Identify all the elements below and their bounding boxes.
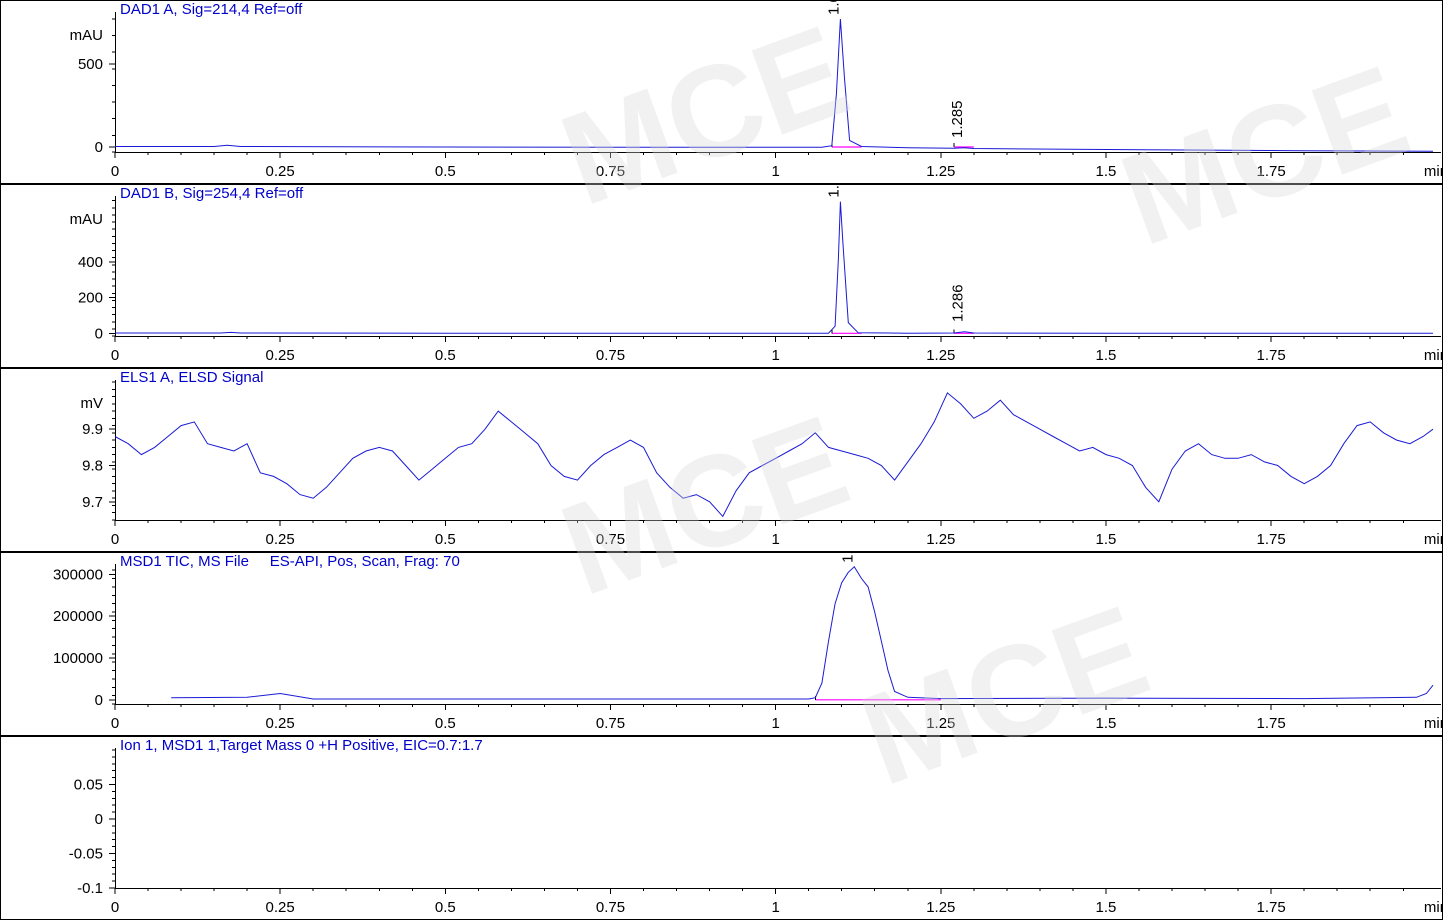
- y-tick-label: 500: [78, 56, 103, 73]
- x-axis-unit: min: [1424, 347, 1443, 364]
- x-tick-label: 0.25: [266, 899, 295, 916]
- y-tick-label: -0.1: [77, 880, 103, 897]
- x-axis-unit: min: [1424, 163, 1443, 180]
- x-tick-label: 0: [111, 899, 119, 916]
- y-tick-label: 300000: [53, 566, 103, 583]
- x-tick-label: 1: [771, 531, 779, 548]
- x-tick-label: 0.5: [435, 899, 456, 916]
- peak-label: 1.098: [825, 0, 842, 15]
- signal-trace: [115, 201, 1433, 334]
- y-tick-label: 0: [95, 139, 103, 156]
- x-tick-label: 1.5: [1096, 899, 1117, 916]
- peak-label: 1.119: [839, 552, 856, 563]
- chart-svg: 0 0.25 0.5 0.75 1 1.25 1.5 1.75 min 0 200 400 mAU DAD…: [0, 184, 1443, 368]
- y-tick-label: 0: [95, 811, 103, 828]
- panel-frame: [0, 0, 1443, 184]
- y-tick-label: 0: [95, 325, 103, 342]
- y-tick-label: 9.9: [82, 421, 103, 438]
- peak-label: 1.285: [949, 100, 966, 138]
- x-tick-label: 0: [111, 531, 119, 548]
- x-tick-label: 0.75: [596, 715, 625, 732]
- panel-title: MSD1 TIC, MS File ES-API, Pos, Scan, Fra…: [120, 553, 460, 570]
- x-tick-label: 1.5: [1096, 715, 1117, 732]
- chart-panel-1: 0 0.25 0.5 0.75 1 1.25 1.5 1.75 min 0 500 mAU DAD1 A…: [0, 0, 1443, 184]
- x-tick-label: 1.5: [1096, 163, 1117, 180]
- y-tick-label: 100000: [53, 650, 103, 667]
- x-tick-label: 1.25: [926, 347, 955, 364]
- chart-svg: 0 0.25 0.5 0.75 1 1.25 1.5 1.75 min 9.7 9.8 9.9 mV EL…: [0, 368, 1443, 552]
- x-axis-unit: min: [1424, 531, 1443, 548]
- x-tick-label: 0.5: [435, 715, 456, 732]
- x-tick-label: 0.5: [435, 531, 456, 548]
- x-tick-label: 1.75: [1257, 347, 1286, 364]
- x-axis-unit: min: [1424, 715, 1443, 732]
- x-tick-label: 1: [771, 163, 779, 180]
- x-tick-label: 1: [771, 347, 779, 364]
- chart-panel-2: 0 0.25 0.5 0.75 1 1.25 1.5 1.75 min 0 200 400 mAU DAD…: [0, 184, 1443, 368]
- panel-title: DAD1 B, Sig=254,4 Ref=off: [120, 185, 304, 202]
- chart-panel-4: 0 0.25 0.5 0.75 1 1.25 1.5 1.75 min 0 100000 200000…: [0, 552, 1443, 736]
- x-tick-label: 0.25: [266, 531, 295, 548]
- y-tick-label: 0.05: [74, 777, 103, 794]
- x-tick-label: 0.25: [266, 715, 295, 732]
- x-tick-label: 1.5: [1096, 531, 1117, 548]
- x-tick-label: 0.5: [435, 347, 456, 364]
- chart-svg: 0 0.25 0.5 0.75 1 1.25 1.5 1.75 min 0 500 mAU DAD1 A…: [0, 0, 1443, 184]
- panel-frame: [0, 184, 1443, 368]
- panel-frame: [0, 736, 1443, 920]
- y-tick-label: 0: [95, 692, 103, 709]
- y-axis-unit: mAU: [70, 211, 103, 228]
- x-tick-label: 0.75: [596, 531, 625, 548]
- chart-svg: 0 0.25 0.5 0.75 1 1.25 1.5 1.75 min 0 100000 200000…: [0, 552, 1443, 736]
- x-tick-label: 1.75: [1257, 715, 1286, 732]
- x-tick-label: 1: [771, 899, 779, 916]
- x-tick-label: 1: [771, 715, 779, 732]
- chart-panel-5: 0 0.25 0.5 0.75 1 1.25 1.5 1.75 min -0.1 -0.05 0 0.0…: [0, 736, 1443, 920]
- y-tick-label: 9.7: [82, 494, 103, 511]
- chart-panel-3: 0 0.25 0.5 0.75 1 1.25 1.5 1.75 min 9.7 9.8 9.9 mV EL…: [0, 368, 1443, 552]
- x-tick-label: 1.75: [1257, 899, 1286, 916]
- x-tick-label: 0.5: [435, 163, 456, 180]
- y-tick-label: 400: [78, 254, 103, 271]
- panel-title: DAD1 A, Sig=214,4 Ref=off: [120, 1, 303, 18]
- y-tick-label: 200000: [53, 608, 103, 625]
- x-tick-label: 0: [111, 347, 119, 364]
- x-tick-label: 1.25: [926, 899, 955, 916]
- y-tick-label: -0.05: [69, 846, 103, 863]
- panel-title: Ion 1, MSD1 1,Target Mass 0 +H Positive,…: [120, 737, 483, 754]
- y-axis-unit: mV: [81, 395, 104, 412]
- x-tick-label: 0.75: [596, 347, 625, 364]
- x-tick-label: 0: [111, 715, 119, 732]
- x-tick-label: 0.75: [596, 163, 625, 180]
- y-axis-unit: mAU: [70, 27, 103, 44]
- x-tick-label: 1.25: [926, 531, 955, 548]
- y-tick-label: 9.8: [82, 458, 103, 475]
- x-tick-label: 0.75: [596, 899, 625, 916]
- x-tick-label: 0.25: [266, 163, 295, 180]
- panel-title: ELS1 A, ELSD Signal: [120, 369, 263, 386]
- signal-trace: [114, 392, 1434, 518]
- panel-frame: [0, 368, 1443, 552]
- peak-label: 1.098: [825, 184, 842, 198]
- x-tick-label: 0.25: [266, 347, 295, 364]
- signal-trace: [115, 18, 1434, 152]
- x-tick-label: 0: [111, 163, 119, 180]
- x-tick-label: 1.75: [1257, 163, 1286, 180]
- x-axis-unit: min: [1424, 899, 1443, 916]
- y-tick-label: 200: [78, 290, 103, 307]
- peak-label: 1.286: [950, 284, 967, 322]
- x-tick-label: 1.25: [926, 715, 955, 732]
- x-tick-label: 1.75: [1257, 531, 1286, 548]
- signal-trace: [171, 566, 1434, 700]
- panel-frame: [0, 552, 1443, 736]
- x-tick-label: 1.25: [926, 163, 955, 180]
- x-tick-label: 1.5: [1096, 347, 1117, 364]
- chart-svg: 0 0.25 0.5 0.75 1 1.25 1.5 1.75 min -0.1 -0.05 0 0.0…: [0, 736, 1443, 920]
